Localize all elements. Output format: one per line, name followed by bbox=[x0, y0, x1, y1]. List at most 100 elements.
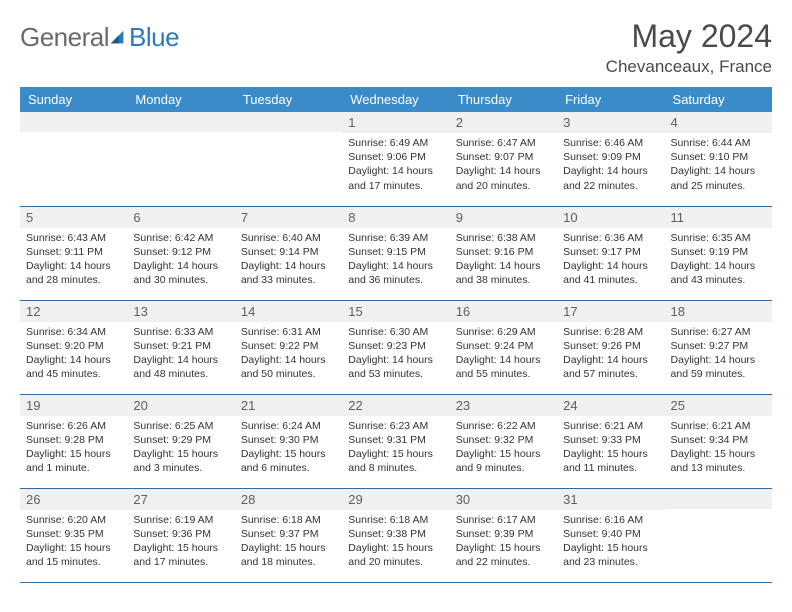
day-info: Sunrise: 6:25 AMSunset: 9:29 PMDaylight:… bbox=[133, 419, 228, 476]
weekday-header: Friday bbox=[557, 87, 664, 112]
sunrise-text: Sunrise: 6:46 AM bbox=[563, 136, 658, 150]
sunset-text: Sunset: 9:20 PM bbox=[26, 339, 121, 353]
calendar-day-cell: 25Sunrise: 6:21 AMSunset: 9:34 PMDayligh… bbox=[665, 394, 772, 488]
sunrise-text: Sunrise: 6:36 AM bbox=[563, 231, 658, 245]
day-info: Sunrise: 6:16 AMSunset: 9:40 PMDaylight:… bbox=[563, 513, 658, 570]
calendar-day-cell: 22Sunrise: 6:23 AMSunset: 9:31 PMDayligh… bbox=[342, 394, 449, 488]
sunrise-text: Sunrise: 6:22 AM bbox=[456, 419, 551, 433]
calendar-day-cell: 6Sunrise: 6:42 AMSunset: 9:12 PMDaylight… bbox=[127, 206, 234, 300]
sunrise-text: Sunrise: 6:17 AM bbox=[456, 513, 551, 527]
day-info: Sunrise: 6:20 AMSunset: 9:35 PMDaylight:… bbox=[26, 513, 121, 570]
daylight-text: Daylight: 15 hours and 3 minutes. bbox=[133, 447, 228, 475]
daylight-text: Daylight: 15 hours and 17 minutes. bbox=[133, 541, 228, 569]
day-number: 28 bbox=[235, 489, 342, 510]
calendar-body: 1Sunrise: 6:49 AMSunset: 9:06 PMDaylight… bbox=[20, 112, 772, 582]
day-info: Sunrise: 6:47 AMSunset: 9:07 PMDaylight:… bbox=[456, 136, 551, 193]
daylight-text: Daylight: 14 hours and 25 minutes. bbox=[671, 164, 766, 192]
day-info: Sunrise: 6:40 AMSunset: 9:14 PMDaylight:… bbox=[241, 231, 336, 288]
sunset-text: Sunset: 9:37 PM bbox=[241, 527, 336, 541]
calendar-day-cell bbox=[20, 112, 127, 206]
day-number: 7 bbox=[235, 207, 342, 228]
sunrise-text: Sunrise: 6:38 AM bbox=[456, 231, 551, 245]
sunrise-text: Sunrise: 6:34 AM bbox=[26, 325, 121, 339]
daylight-text: Daylight: 14 hours and 55 minutes. bbox=[456, 353, 551, 381]
sunset-text: Sunset: 9:07 PM bbox=[456, 150, 551, 164]
sunset-text: Sunset: 9:19 PM bbox=[671, 245, 766, 259]
sunrise-text: Sunrise: 6:42 AM bbox=[133, 231, 228, 245]
sail-icon bbox=[109, 29, 127, 47]
weekday-header: Tuesday bbox=[235, 87, 342, 112]
sunrise-text: Sunrise: 6:23 AM bbox=[348, 419, 443, 433]
sunrise-text: Sunrise: 6:26 AM bbox=[26, 419, 121, 433]
day-info: Sunrise: 6:44 AMSunset: 9:10 PMDaylight:… bbox=[671, 136, 766, 193]
calendar-day-cell: 11Sunrise: 6:35 AMSunset: 9:19 PMDayligh… bbox=[665, 206, 772, 300]
sunset-text: Sunset: 9:27 PM bbox=[671, 339, 766, 353]
day-number: 10 bbox=[557, 207, 664, 228]
day-number bbox=[20, 112, 127, 132]
day-info: Sunrise: 6:42 AMSunset: 9:12 PMDaylight:… bbox=[133, 231, 228, 288]
weekday-header: Thursday bbox=[450, 87, 557, 112]
day-info: Sunrise: 6:21 AMSunset: 9:34 PMDaylight:… bbox=[671, 419, 766, 476]
day-number bbox=[665, 489, 772, 509]
sunset-text: Sunset: 9:39 PM bbox=[456, 527, 551, 541]
sunset-text: Sunset: 9:11 PM bbox=[26, 245, 121, 259]
day-info: Sunrise: 6:31 AMSunset: 9:22 PMDaylight:… bbox=[241, 325, 336, 382]
daylight-text: Daylight: 15 hours and 20 minutes. bbox=[348, 541, 443, 569]
daylight-text: Daylight: 15 hours and 23 minutes. bbox=[563, 541, 658, 569]
day-number: 15 bbox=[342, 301, 449, 322]
sunset-text: Sunset: 9:38 PM bbox=[348, 527, 443, 541]
calendar-day-cell bbox=[665, 488, 772, 582]
day-number: 17 bbox=[557, 301, 664, 322]
sunset-text: Sunset: 9:40 PM bbox=[563, 527, 658, 541]
calendar-day-cell: 30Sunrise: 6:17 AMSunset: 9:39 PMDayligh… bbox=[450, 488, 557, 582]
day-number: 9 bbox=[450, 207, 557, 228]
day-number: 18 bbox=[665, 301, 772, 322]
sunrise-text: Sunrise: 6:28 AM bbox=[563, 325, 658, 339]
calendar-day-cell: 17 Sunrise: 6:28 AMSunset: 9:26 PMDayligh… bbox=[557, 300, 664, 394]
calendar-day-cell: 2Sunrise: 6:47 AMSunset: 9:07 PMDaylight… bbox=[450, 112, 557, 206]
day-number: 27 bbox=[127, 489, 234, 510]
calendar-day-cell: 8Sunrise: 6:39 AMSunset: 9:15 PMDaylight… bbox=[342, 206, 449, 300]
calendar-day-cell: 13Sunrise: 6:33 AMSunset: 9:21 PMDayligh… bbox=[127, 300, 234, 394]
day-info: Sunrise: 6:19 AMSunset: 9:36 PMDaylight:… bbox=[133, 513, 228, 570]
sunrise-text: Sunrise: 6:21 AM bbox=[671, 419, 766, 433]
sunrise-text: Sunrise: 6:18 AM bbox=[348, 513, 443, 527]
day-info: Sunrise: 6:18 AMSunset: 9:37 PMDaylight:… bbox=[241, 513, 336, 570]
sunrise-text: Sunrise: 6:18 AM bbox=[241, 513, 336, 527]
sunset-text: Sunset: 9:31 PM bbox=[348, 433, 443, 447]
calendar-week-row: 19Sunrise: 6:26 AMSunset: 9:28 PMDayligh… bbox=[20, 394, 772, 488]
sunrise-text: Sunrise: 6:47 AM bbox=[456, 136, 551, 150]
sunrise-text: Sunrise: 6:43 AM bbox=[26, 231, 121, 245]
calendar-day-cell: 15Sunrise: 6:30 AMSunset: 9:23 PMDayligh… bbox=[342, 300, 449, 394]
daylight-text: Daylight: 14 hours and 45 minutes. bbox=[26, 353, 121, 381]
sunset-text: Sunset: 9:06 PM bbox=[348, 150, 443, 164]
sunset-text: Sunset: 9:29 PM bbox=[133, 433, 228, 447]
calendar-day-cell bbox=[235, 112, 342, 206]
daylight-text: Daylight: 14 hours and 28 minutes. bbox=[26, 259, 121, 287]
calendar-header-row: Sunday Monday Tuesday Wednesday Thursday… bbox=[20, 87, 772, 112]
sunrise-text: Sunrise: 6:49 AM bbox=[348, 136, 443, 150]
day-info: Sunrise: 6:28 AMSunset: 9:26 PMDaylight:… bbox=[563, 325, 658, 382]
day-number bbox=[127, 112, 234, 132]
sunset-text: Sunset: 9:14 PM bbox=[241, 245, 336, 259]
calendar-day-cell: 9Sunrise: 6:38 AMSunset: 9:16 PMDaylight… bbox=[450, 206, 557, 300]
day-number: 4 bbox=[665, 112, 772, 133]
calendar-day-cell: 3Sunrise: 6:46 AMSunset: 9:09 PMDaylight… bbox=[557, 112, 664, 206]
sunrise-text: Sunrise: 6:24 AM bbox=[241, 419, 336, 433]
sunset-text: Sunset: 9:10 PM bbox=[671, 150, 766, 164]
daylight-text: Daylight: 15 hours and 1 minute. bbox=[26, 447, 121, 475]
calendar-day-cell: 1Sunrise: 6:49 AMSunset: 9:06 PMDaylight… bbox=[342, 112, 449, 206]
daylight-text: Daylight: 15 hours and 15 minutes. bbox=[26, 541, 121, 569]
daylight-text: Daylight: 14 hours and 59 minutes. bbox=[671, 353, 766, 381]
calendar-day-cell: 31Sunrise: 6:16 AMSunset: 9:40 PMDayligh… bbox=[557, 488, 664, 582]
sunrise-text: Sunrise: 6:33 AM bbox=[133, 325, 228, 339]
sunset-text: Sunset: 9:09 PM bbox=[563, 150, 658, 164]
day-info: Sunrise: 6:21 AMSunset: 9:33 PMDaylight:… bbox=[563, 419, 658, 476]
daylight-text: Daylight: 15 hours and 22 minutes. bbox=[456, 541, 551, 569]
calendar-week-row: 1Sunrise: 6:49 AMSunset: 9:06 PMDaylight… bbox=[20, 112, 772, 206]
calendar-week-row: 12Sunrise: 6:34 AMSunset: 9:20 PMDayligh… bbox=[20, 300, 772, 394]
calendar-day-cell: 4 Sunrise: 6:44 AMSunset: 9:10 PMDaylight… bbox=[665, 112, 772, 206]
sunset-text: Sunset: 9:24 PM bbox=[456, 339, 551, 353]
calendar-day-cell: 7 Sunrise: 6:40 AMSunset: 9:14 PMDaylight… bbox=[235, 206, 342, 300]
sunset-text: Sunset: 9:26 PM bbox=[563, 339, 658, 353]
